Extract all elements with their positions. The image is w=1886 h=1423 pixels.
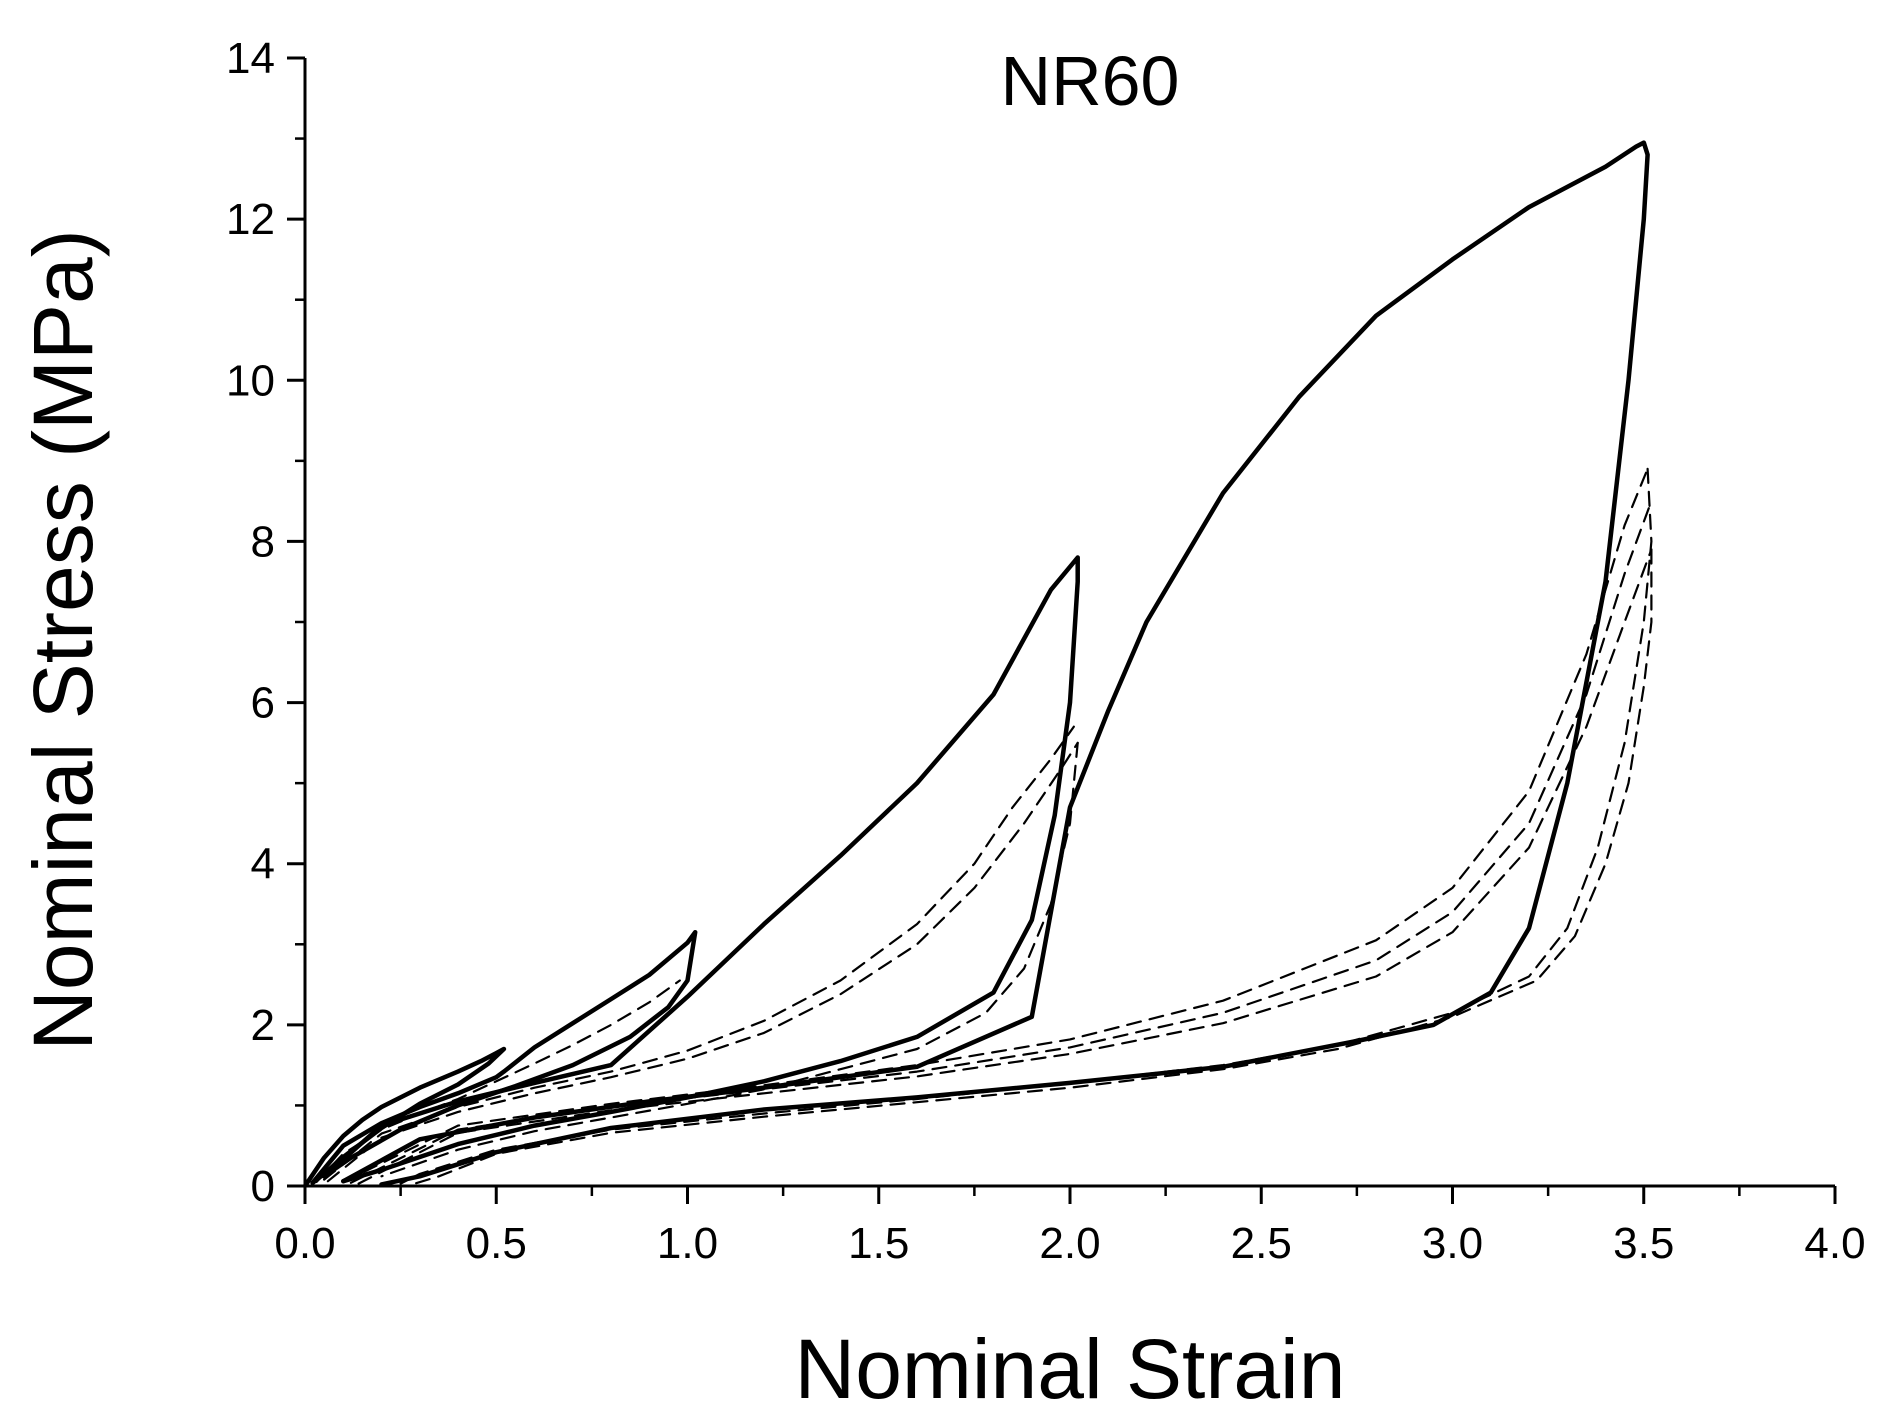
series-line-first-cycle-to-2-0 (321, 555, 1080, 1184)
y-ticks: 0 2 4 6 8 10 12 14 (226, 34, 305, 1211)
y-tick-label: 12 (226, 195, 275, 244)
x-tick-label: 1.5 (848, 1219, 909, 1268)
x-tick-label: 0.0 (274, 1219, 335, 1268)
x-axis-title: Nominal Strain (795, 1322, 1346, 1416)
series-line-first-cycle-to-3-5 (341, 140, 1650, 1187)
x-tick-label: 3.0 (1422, 1219, 1483, 1268)
x-tick-label: 3.5 (1613, 1219, 1674, 1268)
y-tick-label: 0 (251, 1162, 275, 1211)
series-line-dashed-cycle-2-0-load-a (323, 725, 1075, 1181)
x-tick-label: 0.5 (466, 1219, 527, 1268)
y-tick-label: 6 (251, 679, 275, 728)
series-line-dashed-cycle-2-0-unload (380, 741, 1079, 1178)
chart-title: NR60 (1001, 42, 1180, 120)
x-tick-label: 2.0 (1039, 1219, 1100, 1268)
y-axis-title: Nominal Stress (MPa) (16, 229, 110, 1051)
y-tick-label: 8 (251, 517, 275, 566)
series-line-dashed-cycle-3-5-load-c (357, 548, 1653, 1185)
series-curves (302, 140, 1653, 1189)
y-tick-label: 2 (251, 1001, 275, 1050)
series-line-dashed-cycle-3-5-load-b (349, 500, 1653, 1184)
x-tick-label: 1.0 (657, 1219, 718, 1268)
x-tick-label: 4.0 (1804, 1219, 1865, 1268)
y-tick-label: 10 (226, 356, 275, 405)
series-line-first-cycle-to-1-0 (310, 929, 698, 1186)
series-line-dashed-cycle-3-5-load-a (342, 467, 1649, 1184)
series-line-dashed-cycle-1-0-load (315, 979, 681, 1184)
series-line-dashed-cycle-3-5-unload-a (399, 467, 1653, 1185)
series-line-dashed-cycle-3-5-unload-b (411, 548, 1653, 1186)
series-line-dashed-cycle-2-0-load-b (326, 741, 1079, 1183)
x-ticks: 0.0 0.5 1.0 1.5 2.0 2.5 3.0 3.5 4.0 (274, 1186, 1866, 1268)
y-tick-label: 4 (251, 840, 275, 889)
y-tick-label: 14 (226, 34, 275, 83)
x-tick-label: 2.5 (1231, 1219, 1292, 1268)
axes (303, 58, 1835, 1188)
